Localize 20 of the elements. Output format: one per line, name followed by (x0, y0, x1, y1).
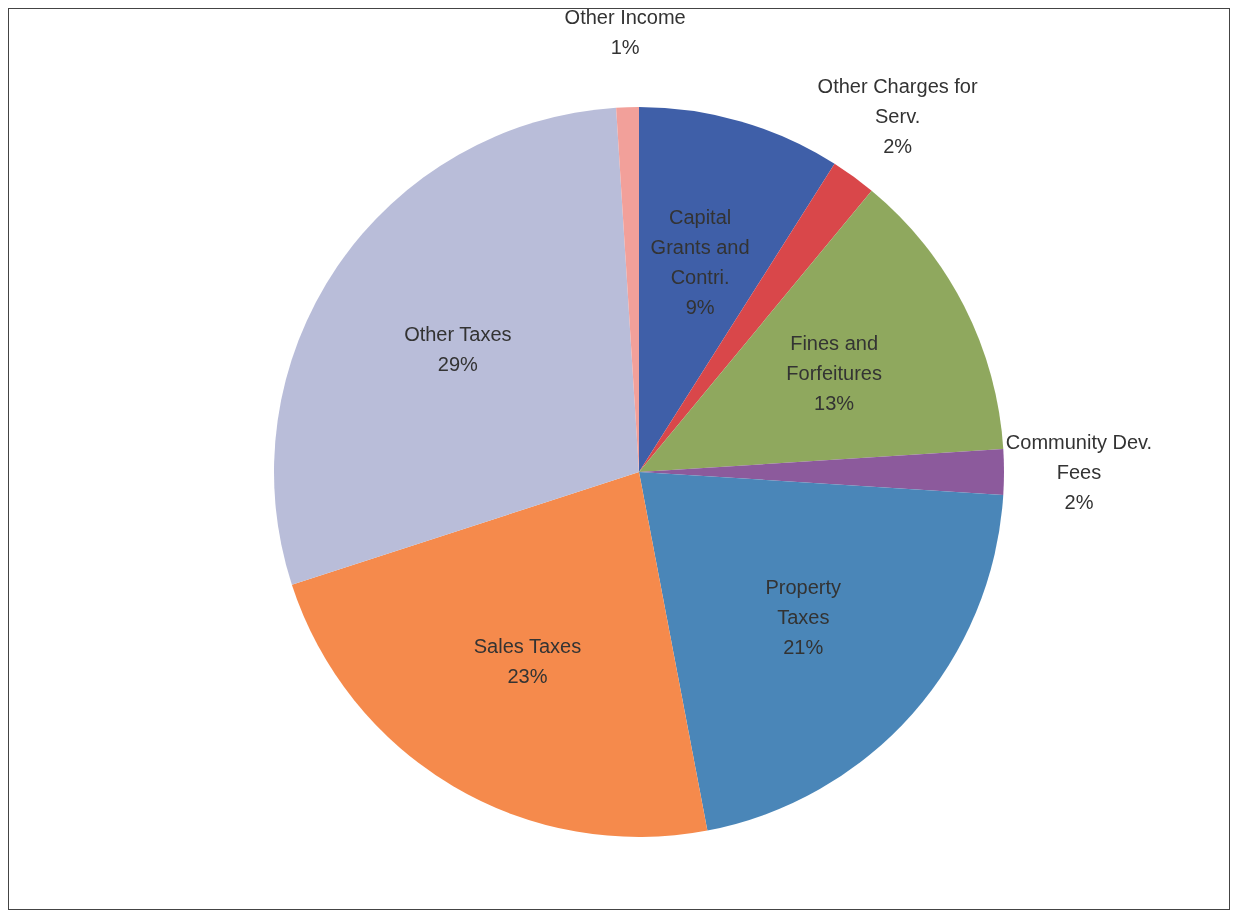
pie-slice (274, 107, 639, 585)
pie-slice (291, 472, 708, 837)
data-label: 2% (883, 135, 913, 158)
data-label: 2% (1064, 491, 1094, 513)
slice-label: Sales Taxes (473, 634, 582, 657)
slice-label: Capital Grants and Contri. (650, 205, 750, 288)
slice-label: Property Taxes (765, 575, 842, 628)
slice-label: Other Charges for Serv. (817, 75, 978, 128)
data-label: 1% (610, 36, 640, 59)
data-label: 21% (783, 635, 824, 658)
pie-slice (639, 190, 1004, 472)
data-label: 13% (814, 391, 855, 414)
data-label: 9% (685, 295, 715, 318)
slice-label: Fines and Forfeitures (786, 331, 882, 384)
slice-label: Community Dev. Fees (1005, 431, 1153, 483)
slice-label: Other Taxes (404, 322, 512, 345)
data-label: 23% (507, 664, 548, 687)
pie-slice (639, 472, 1004, 831)
data-label: 29% (437, 352, 479, 375)
slice-label: Other Income (564, 6, 686, 29)
